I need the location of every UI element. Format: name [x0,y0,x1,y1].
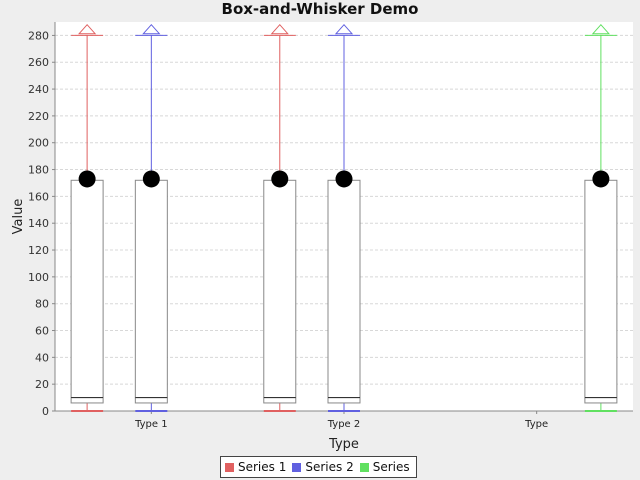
outlier-marker [591,23,611,35]
legend-swatch [292,462,302,472]
x-axis-label: Type [328,437,359,452]
y-tick-label: 60 [35,325,49,338]
y-tick-label: 120 [28,244,49,257]
legend-label: Series 1 [238,460,287,474]
legend: Series 1 Series 2 Series [220,456,417,478]
mean-marker [271,170,289,188]
chart-title: Box-and-Whisker Demo [221,0,419,18]
mean-marker [592,170,610,188]
y-tick-label: 180 [28,164,49,177]
y-tick-label: 260 [28,56,49,69]
x-tick-label: Type 1 [134,419,168,430]
box-iqr [584,179,618,404]
y-tick-label: 20 [35,378,49,391]
box-iqr [327,179,361,404]
y-tick-label: 80 [35,298,49,311]
y-tick-label: 0 [42,405,49,418]
box-iqr [70,179,104,404]
legend-label: Series [372,460,410,474]
legend-item: Series 2 [292,460,354,474]
y-tick-label: 220 [28,110,49,123]
y-tick-label: 160 [28,190,49,203]
box-series-2 [134,23,168,412]
x-tick-label: Type [524,419,548,430]
y-tick-label: 240 [28,83,49,96]
y-tick-label: 200 [28,137,49,150]
outlier-marker [334,23,354,35]
y-tick-label: 40 [35,351,49,364]
box-series-1 [263,23,297,412]
y-tick-label: 280 [28,29,49,42]
box-series-1 [70,23,104,412]
y-tick-label: 140 [28,217,49,230]
x-tick-label: Type 2 [327,419,361,430]
y-tick-label: 100 [28,271,49,284]
box-series-2 [327,23,361,412]
mean-marker [78,170,96,188]
legend-item: Series 1 [225,460,286,474]
outlier-marker [77,23,97,35]
legend-swatch [359,462,369,472]
outlier-marker [270,23,289,35]
box-iqr [263,179,297,404]
legend-swatch [225,462,234,472]
legend-item: Series [359,460,410,474]
box-iqr [134,179,168,404]
box-series [584,23,618,412]
outlier-marker [142,23,161,35]
mean-marker [142,170,160,188]
legend-label: Series 2 [305,460,354,474]
mean-marker [335,170,353,188]
y-axis-label: Value [11,199,26,235]
